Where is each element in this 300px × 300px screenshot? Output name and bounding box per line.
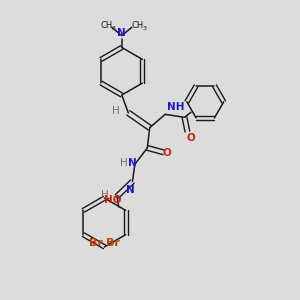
Text: O: O: [187, 133, 195, 143]
Text: H: H: [120, 158, 128, 168]
Text: NH: NH: [167, 102, 184, 112]
Text: N: N: [128, 158, 137, 168]
Text: N: N: [117, 28, 126, 38]
Text: N: N: [126, 185, 134, 195]
Text: H: H: [101, 190, 109, 200]
Text: 3: 3: [112, 26, 116, 31]
Text: Br: Br: [106, 238, 120, 248]
Text: H: H: [112, 106, 119, 116]
Text: Br: Br: [89, 238, 103, 248]
Text: CH: CH: [100, 21, 112, 30]
Text: 3: 3: [142, 26, 147, 31]
Text: CH: CH: [131, 21, 143, 30]
Text: O: O: [163, 148, 172, 158]
Text: HO: HO: [104, 195, 121, 205]
